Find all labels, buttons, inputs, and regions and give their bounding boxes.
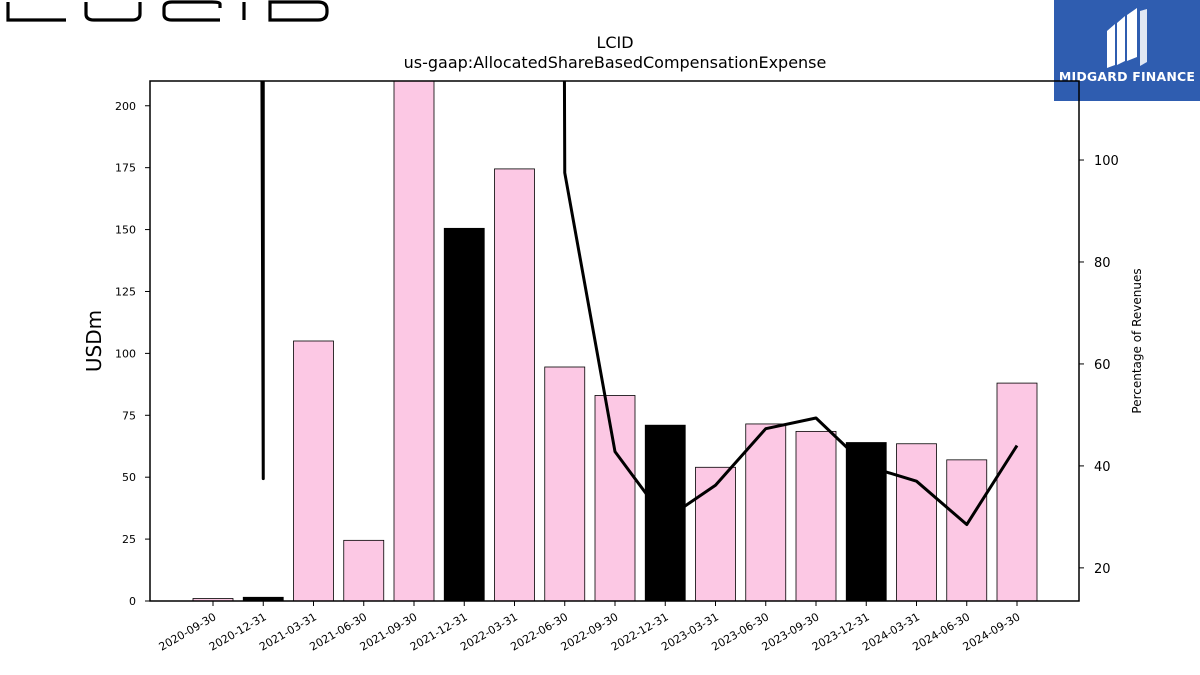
- y-tick-label: 100: [115, 347, 136, 360]
- x-tick-label: 2024-09-30: [961, 610, 1023, 653]
- y-tick-label: 75: [122, 409, 136, 422]
- bar-2022-12-31: [644, 424, 686, 602]
- bar-2022-03-31: [494, 168, 535, 602]
- y-axis: 0 25 50 75 100 125 150 175 200: [115, 100, 150, 608]
- bar-2022-09-30: [594, 395, 636, 602]
- bar-2023-06-30: [745, 423, 787, 602]
- x-axis: 2020-09-302020-12-312021-03-312021-06-30…: [157, 601, 1023, 654]
- bar-2021-12-31: [443, 227, 485, 602]
- y-tick-label: 200: [115, 100, 136, 113]
- y2-axis-label: Percentage of Revenues: [1130, 268, 1144, 413]
- y2-tick-label: 20: [1094, 562, 1111, 577]
- y-tick-label: 0: [129, 595, 136, 608]
- y-tick-label: 175: [115, 162, 136, 175]
- y-tick-label: 150: [115, 224, 136, 237]
- y2-tick-label: 80: [1094, 256, 1111, 271]
- midgard-logo-icon: [1107, 8, 1147, 68]
- y2-axis: 20 40 60 80 100: [1079, 154, 1119, 577]
- chart-title: LCID: [596, 33, 633, 52]
- line-percentage-of-revenues: [260, 81, 1019, 527]
- y-tick-label: 125: [115, 285, 136, 298]
- y-axis-label: USDm: [82, 310, 106, 372]
- bar-2023-09-30: [795, 430, 837, 602]
- line-group: [260, 81, 1019, 527]
- y2-tick-label: 60: [1094, 358, 1111, 373]
- y-tick-label: 50: [122, 471, 136, 484]
- bar-2024-03-31: [896, 443, 937, 602]
- chart-subtitle: us-gaap:AllocatedShareBasedCompensationE…: [404, 53, 827, 72]
- bar-2021-06-30: [343, 539, 385, 602]
- lucid-logo: [6, 0, 329, 22]
- watermark-text: MIDGARD FINANCE: [1058, 69, 1196, 84]
- y2-tick-label: 100: [1094, 154, 1119, 169]
- y2-tick-label: 40: [1094, 460, 1111, 475]
- bar-group: [192, 80, 1038, 602]
- bar-2023-03-31: [695, 466, 736, 602]
- bar-2022-06-30: [544, 366, 586, 602]
- bar-2021-09-30: [393, 80, 435, 602]
- y-tick-label: 25: [122, 533, 136, 546]
- bar-2021-03-31: [293, 340, 334, 602]
- bar-2024-06-30: [946, 459, 988, 602]
- bar-2024-09-30: [996, 382, 1038, 602]
